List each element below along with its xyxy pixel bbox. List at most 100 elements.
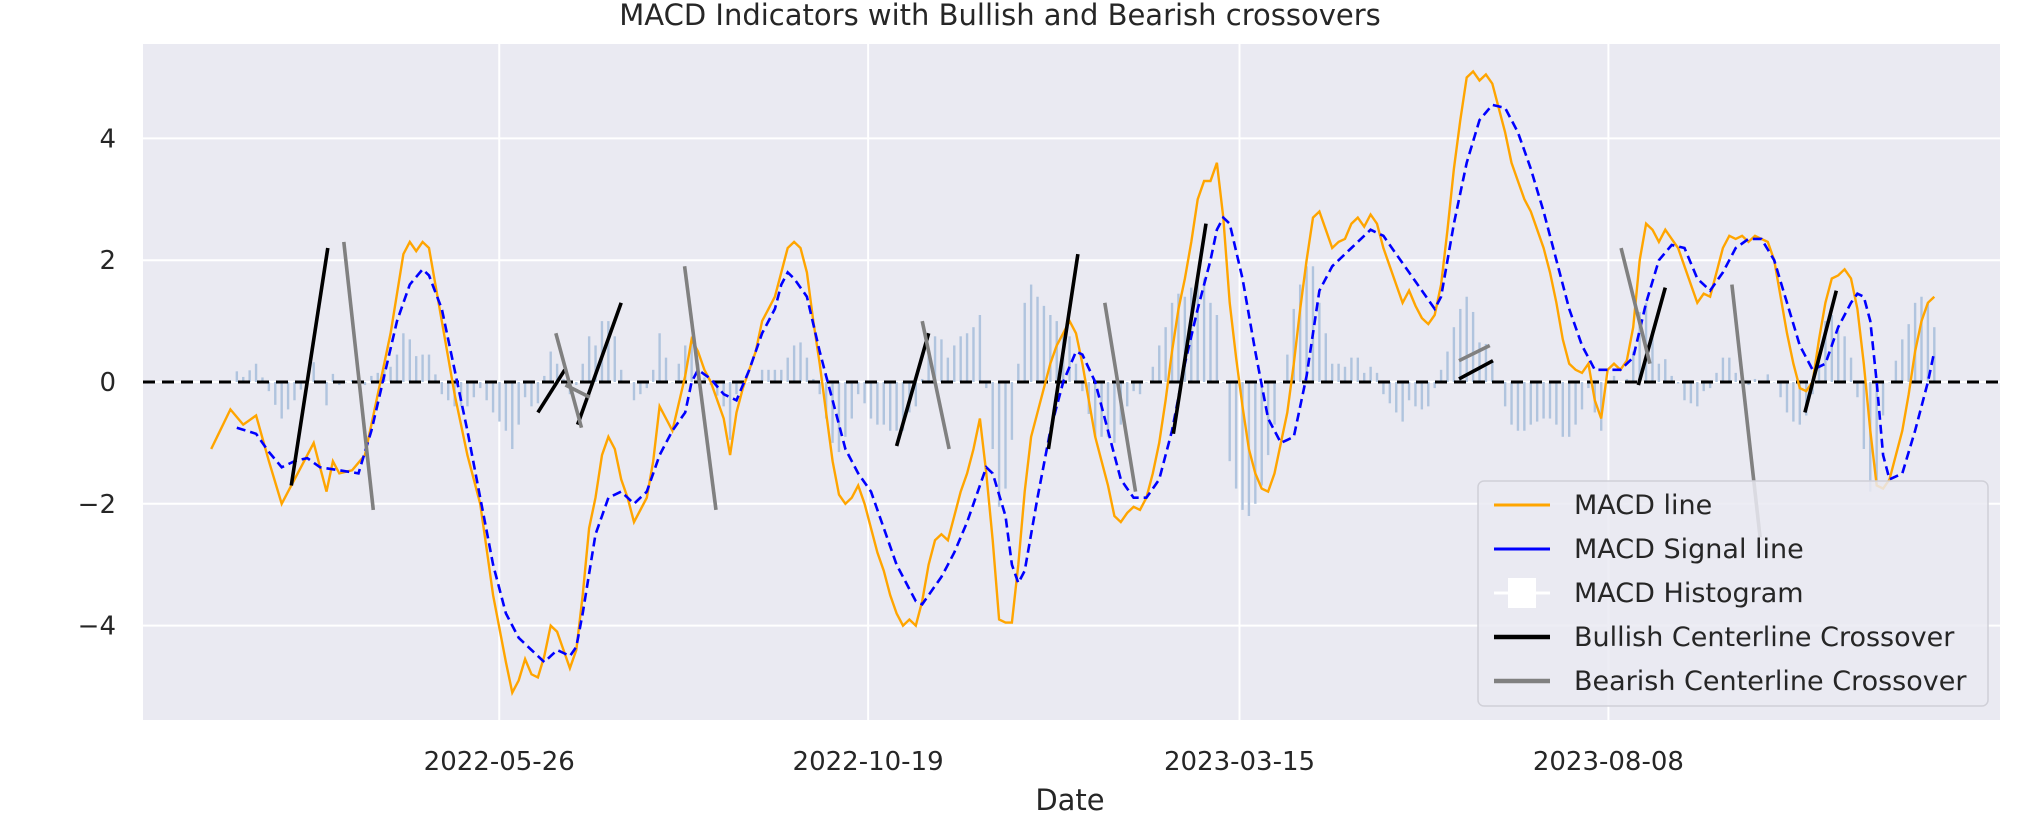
bearish-crossover-segment	[1103, 302, 1138, 492]
histogram-bar	[927, 351, 930, 382]
histogram-bar	[1901, 339, 1904, 382]
bullish-crossover-segment	[894, 332, 931, 447]
histogram-bar	[1363, 372, 1366, 382]
histogram-bar	[1830, 315, 1834, 382]
histogram-bar	[1241, 382, 1244, 510]
histogram-bar	[1632, 351, 1635, 382]
histogram-bar	[959, 336, 962, 382]
histogram-bar	[1151, 366, 1155, 382]
histogram-bar	[1446, 351, 1449, 382]
histogram-bar	[1881, 382, 1885, 416]
histogram-bar	[1215, 315, 1219, 382]
histogram-bar	[1042, 305, 1046, 382]
histogram-bar	[953, 345, 956, 382]
histogram-bar	[1433, 382, 1436, 389]
histogram-bar	[1580, 382, 1584, 410]
histogram-bar	[1555, 382, 1558, 425]
histogram-bar	[1689, 382, 1693, 404]
bullish-crossovers	[289, 223, 1839, 486]
y-tick-label: 4	[99, 124, 116, 154]
histogram-bar	[946, 357, 950, 382]
histogram-bar	[1587, 382, 1590, 389]
histogram-bar	[274, 382, 277, 405]
legend-entry-macd: MACD line	[1494, 490, 1712, 521]
histogram-bar	[235, 371, 239, 382]
histogram-bar	[344, 382, 347, 383]
histogram-bar	[440, 382, 444, 395]
histogram-bar	[1298, 284, 1302, 382]
histogram-bar	[1625, 378, 1629, 382]
histogram-bar	[690, 339, 693, 382]
histogram-bar	[844, 382, 847, 437]
histogram-bar	[248, 370, 251, 382]
histogram-bar	[1471, 311, 1475, 382]
histogram-bar	[1702, 382, 1705, 392]
histogram-bar	[280, 382, 283, 419]
histogram-bar	[1600, 382, 1603, 431]
histogram-bar	[479, 382, 482, 389]
histogram-bar	[408, 339, 411, 382]
histogram-bar	[1234, 382, 1238, 489]
histogram-bar	[389, 366, 392, 382]
histogram-bar	[363, 382, 367, 386]
bullish-crossover-segment	[1458, 359, 1494, 381]
macd-signal-line	[236, 103, 1936, 664]
y-tick-label: −2	[78, 490, 116, 520]
x-axis-title: Date	[1035, 783, 1104, 817]
histogram-bar	[1708, 382, 1712, 389]
histogram-bar	[1196, 272, 1199, 382]
y-axis-ticks: 4 2 0 −2 −4	[78, 124, 116, 641]
histogram-bar	[242, 376, 245, 382]
histogram-bar	[1516, 382, 1520, 431]
bullish-crossover-segment	[1636, 287, 1668, 386]
histogram-bar	[837, 382, 841, 453]
bearish-crossover-segment	[554, 332, 584, 429]
histogram-bar	[1542, 382, 1545, 419]
histogram-bar	[1145, 382, 1148, 383]
histogram-bar	[1664, 359, 1667, 382]
x-axis-ticks: 2022-05-26 2022-10-19 2023-03-15 2023-08-08	[424, 747, 1684, 777]
histogram-bar	[1068, 336, 1071, 382]
histogram-bar	[491, 382, 495, 413]
histogram-bar	[677, 363, 681, 382]
histogram-bar	[447, 382, 450, 401]
histogram-bar	[1728, 357, 1731, 382]
histogram-bar	[748, 382, 751, 383]
histogram-bar	[1074, 363, 1078, 382]
histogram-bar	[261, 377, 264, 382]
bearish-crossover-segment	[920, 320, 951, 450]
histogram-bar	[504, 382, 508, 431]
histogram-bar	[421, 354, 424, 382]
histogram-bar	[543, 375, 546, 382]
histogram-bar	[1651, 330, 1654, 382]
histogram-bar	[1202, 278, 1206, 382]
histogram-bar	[434, 374, 437, 382]
histogram-bar	[863, 382, 866, 404]
histogram-bar	[1324, 333, 1327, 382]
histogram-bar	[991, 382, 994, 449]
histogram-bar	[1414, 382, 1417, 407]
histogram-bar	[1913, 302, 1917, 382]
histogram-bar	[1420, 382, 1424, 410]
histogram-bar	[1856, 382, 1859, 398]
legend: MACD line MACD Signal line MACD Histogram B…	[1477, 480, 1989, 707]
histogram-bar	[1427, 382, 1430, 407]
histogram-bar	[1683, 382, 1686, 401]
histogram-bar	[1907, 324, 1910, 382]
histogram-bar	[805, 357, 809, 382]
histogram-bar	[549, 351, 552, 382]
histogram-bar	[1369, 366, 1372, 382]
histogram-bar	[1311, 266, 1315, 382]
histogram-bar	[1081, 382, 1084, 392]
histogram-bar	[517, 382, 520, 425]
histogram-bar	[1772, 382, 1776, 383]
histogram-bar	[1657, 363, 1661, 382]
histogram-bar	[1286, 354, 1289, 382]
histogram-bar	[1407, 382, 1411, 401]
histogram-bar	[587, 336, 591, 382]
histogram-bar	[901, 382, 905, 431]
bullish-crossover-segment	[1046, 253, 1080, 450]
histogram-bar	[1785, 382, 1789, 413]
histogram-bar	[1382, 382, 1385, 395]
